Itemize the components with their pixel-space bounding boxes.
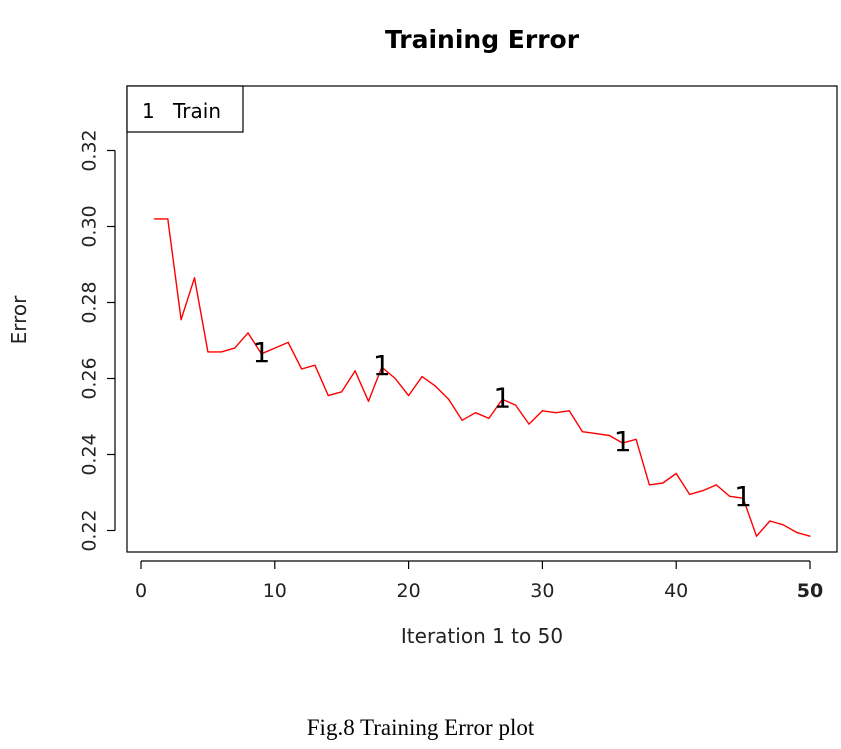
series-line-train (154, 218, 811, 537)
data-point (608, 434, 610, 437)
data-point (541, 410, 544, 412)
data-point (327, 395, 329, 397)
chart-title: Training Error (385, 25, 580, 54)
series-marker: 1 (493, 381, 511, 414)
data-point (167, 218, 169, 220)
x-axis: 0 10 20 30 40 50 (135, 560, 823, 602)
data-point (648, 484, 651, 486)
series-marker: 1 (253, 336, 271, 369)
series-marker: 1 (614, 425, 632, 458)
data-point (448, 398, 450, 400)
data-point (220, 351, 222, 353)
data-point (421, 376, 423, 378)
x-tick-label: 30 (530, 580, 554, 602)
data-point (688, 493, 691, 495)
y-tick-label: 0.28 (79, 281, 101, 323)
data-point (742, 497, 744, 499)
data-point (796, 531, 798, 534)
data-point (675, 472, 677, 475)
series-marker: 1 (734, 480, 752, 513)
data-point (300, 368, 303, 370)
y-axis: 0.22 0.24 0.26 0.28 0.30 0.32 (79, 129, 116, 552)
legend-label: Train (172, 99, 221, 123)
x-tick-label: 20 (397, 580, 421, 602)
data-point (287, 341, 289, 343)
data-point (341, 391, 343, 393)
data-point (702, 490, 704, 492)
legend-box (126, 85, 244, 133)
data-point (180, 319, 182, 321)
y-tick-label: 0.26 (79, 357, 101, 399)
data-point (581, 431, 584, 433)
data-point (515, 404, 517, 406)
data-point (274, 347, 276, 349)
data-point (568, 410, 570, 412)
data-point (461, 419, 463, 421)
series-layer: 1 1 1 1 1 (153, 218, 811, 537)
data-point (434, 385, 436, 387)
data-point (247, 332, 249, 334)
data-point (769, 520, 771, 522)
figure-caption: Fig.8 Training Error plot (306, 715, 535, 740)
data-point (635, 438, 637, 440)
data-point (408, 395, 410, 397)
x-tick-label: 0 (135, 580, 147, 602)
data-point (488, 417, 490, 419)
y-tick-label: 0.32 (79, 129, 101, 171)
x-tick-label: 10 (263, 580, 287, 602)
legend-symbol: 1 (142, 99, 155, 123)
y-axis-label: Error (7, 295, 31, 345)
data-point (715, 484, 717, 486)
legend: 1 Train (126, 85, 244, 133)
data-point (622, 442, 624, 444)
data-point (782, 524, 784, 526)
y-tick-label: 0.22 (79, 509, 101, 551)
y-tick-label: 0.24 (79, 433, 101, 475)
data-point (555, 412, 557, 414)
data-point (394, 377, 396, 380)
data-point (662, 482, 664, 484)
data-point (809, 535, 811, 537)
data-point (474, 412, 477, 414)
data-point (153, 218, 155, 220)
data-point (501, 398, 503, 400)
data-point (755, 535, 758, 537)
data-point (314, 364, 316, 366)
y-tick-label: 0.30 (79, 205, 101, 247)
data-point (207, 351, 209, 353)
data-point (528, 423, 530, 425)
data-point (193, 277, 196, 279)
data-point (260, 353, 263, 355)
data-point (729, 495, 731, 497)
x-axis-label: Iteration 1 to 50 (401, 624, 563, 648)
x-tick-label: 50 (797, 580, 823, 602)
data-point (354, 370, 356, 372)
series-marker: 1 (373, 349, 391, 382)
data-point (381, 366, 383, 368)
plot-frame (126, 85, 838, 553)
data-point (367, 400, 370, 402)
data-point (234, 347, 236, 349)
x-tick-label: 40 (664, 580, 688, 602)
data-point (595, 433, 597, 435)
